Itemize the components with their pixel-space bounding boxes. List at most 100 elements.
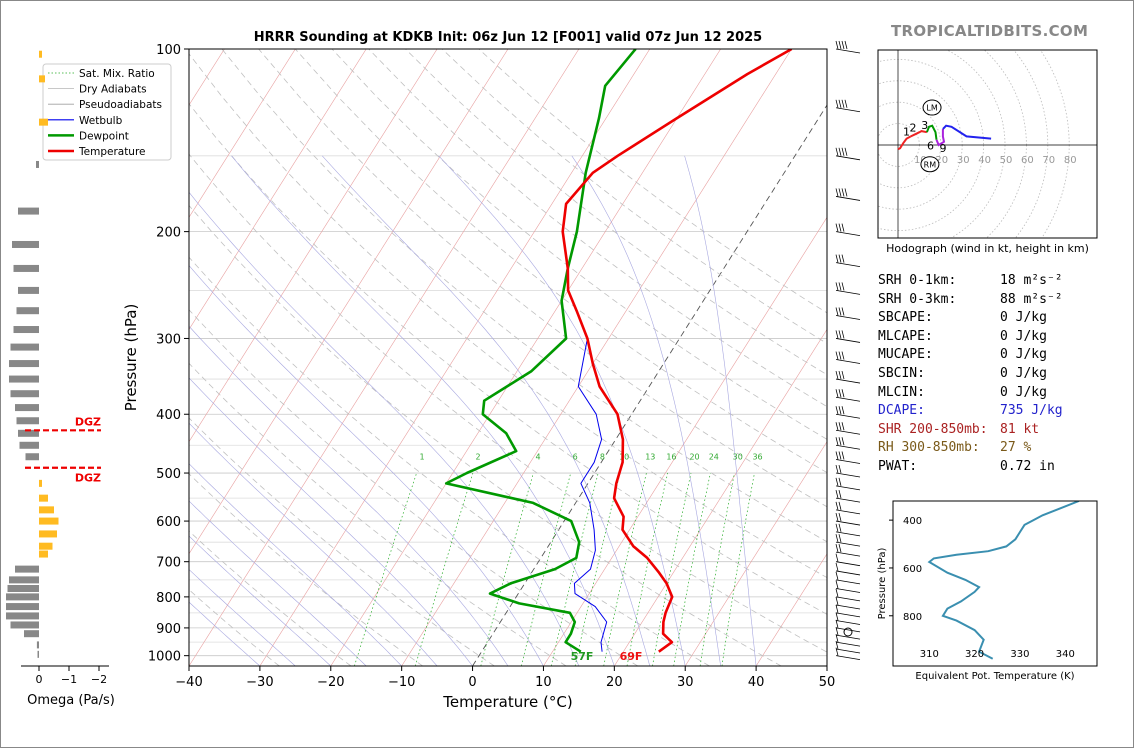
wind-barb-staff: [835, 413, 861, 419]
wind-barb-staff: [835, 196, 861, 201]
wind-barb-flag: [835, 512, 839, 522]
dry-adiabat: [441, 49, 827, 344]
mixing-ratio-label: 36: [752, 453, 762, 462]
wind-barb-staff: [835, 459, 861, 464]
wind-barb-staff: [835, 107, 861, 113]
mixing-ratio-label: 4: [536, 453, 541, 462]
index-row: PWAT: 0.72 in: [878, 459, 1055, 474]
mixing-ratio-label: 13: [645, 453, 655, 462]
x-tick-label: 10: [535, 675, 552, 690]
omega-bar: [13, 264, 39, 272]
wind-barb-flag: [838, 523, 842, 532]
dry-adiabat: [189, 473, 423, 666]
dgz-label: DGZ: [75, 472, 101, 485]
index-label: SRH 0-1km:: [878, 273, 957, 288]
wind-barb-flag: [835, 634, 839, 643]
mixing-ratio-label: 2: [475, 453, 480, 462]
dry-adiabat: [405, 49, 827, 376]
omega-axis-label: Omega (Pa/s): [27, 693, 115, 708]
wind-barb-flag: [841, 330, 845, 339]
wind-barb-staff: [835, 604, 861, 610]
dry-adiabat: [478, 49, 827, 314]
isotherm-line: [614, 328, 827, 666]
hodo-frame: [877, 49, 1098, 239]
hodo-trace: [942, 124, 992, 140]
isotherm-line: [472, 104, 827, 666]
omega-bar: [16, 417, 39, 425]
omega-tick-label: 0: [36, 673, 43, 686]
pseudoadiabat: [684, 155, 757, 666]
wind-barb-flag: [838, 534, 842, 543]
wind-barb-flag: [838, 389, 842, 398]
surface-dewpoint-label: 57F: [571, 650, 594, 663]
wind-barb-flag: [841, 223, 845, 232]
pseudoadiabat: [321, 155, 651, 666]
wind-barb-staff: [835, 378, 861, 384]
wind-barb-flag: [841, 99, 845, 108]
omega-bar: [39, 118, 48, 126]
wind-barb-flag: [835, 523, 839, 532]
index-label: SRH 0-3km:: [878, 291, 957, 307]
temperature-line: [561, 49, 793, 653]
theta-e-panel: 400 600 800 310 320 330 340 Equivalent Pot. Tem…: [877, 500, 1098, 682]
index-label: SBCAPE:: [878, 310, 933, 326]
hodo-ring-label: 60: [1021, 155, 1034, 166]
omega-tick-label: −1: [61, 673, 77, 686]
index-label: SBCIN:: [878, 366, 925, 381]
isotherm-line: [401, 49, 792, 666]
dry-adiabat: [189, 204, 782, 666]
y-tick-label: 800: [156, 591, 181, 606]
storm-motion-marker: [920, 156, 940, 173]
hodo-ring-label: 40: [978, 155, 991, 166]
x-axis-label: Temperature (°C): [442, 693, 572, 711]
wind-barb-staff: [835, 551, 861, 557]
pseudoadiabat: [189, 265, 544, 666]
omega-bar: [39, 517, 59, 525]
x-tick-label: −30: [246, 675, 273, 690]
wind-barb-flag: [835, 307, 839, 316]
pseudoadiabat: [189, 422, 438, 666]
omega-panel: 0 −1 −2 Omega (Pa/s) DGZ DGZ: [6, 50, 115, 708]
wind-barb-flag: [838, 99, 842, 108]
hodo-ring-label: 50: [1000, 155, 1013, 166]
omega-bar: [13, 326, 39, 334]
wind-barb-staff: [835, 485, 861, 491]
wind-barb-flag: [838, 451, 842, 460]
index-row: SRH 0-3km: 88 m²s⁻²: [878, 291, 1063, 307]
omega-bar: [9, 576, 39, 584]
storm-motion-label: LM: [926, 104, 937, 113]
surface-temp-label: 69F: [620, 650, 643, 663]
omega-bar: [37, 650, 39, 658]
wind-barb-flag: [835, 501, 839, 510]
x-tick-label: 30: [677, 675, 694, 690]
wind-barb-flag: [844, 147, 848, 156]
isotherm-line: [330, 49, 721, 666]
y-tick-label: 200: [156, 226, 181, 241]
mixing-ratio-line: [603, 472, 647, 666]
wind-barb-flag: [835, 477, 839, 486]
index-value: 81 kt: [1000, 421, 1040, 437]
index-value: 27 %: [1000, 440, 1032, 456]
x-tick-label: −40: [175, 675, 202, 690]
omega-bar: [39, 75, 45, 83]
wind-barb-flag: [835, 464, 839, 474]
wind-barb-staff: [835, 655, 861, 661]
omega-bar: [9, 375, 39, 383]
omega-bar: [6, 612, 39, 620]
omega-bar: [16, 307, 39, 315]
wind-barb-flag: [835, 254, 839, 263]
pseudoadiabat: [571, 155, 721, 666]
wind-barb-flag: [835, 571, 839, 580]
theta-e-xtick-label: 340: [1056, 649, 1075, 660]
dry-adiabat: [189, 103, 827, 615]
dewpoint-line: [444, 49, 637, 653]
calm-wind-circle: [843, 627, 853, 637]
theta-e-xtick-label: 330: [1010, 649, 1029, 660]
legend-label: Wetbulb: [79, 115, 123, 127]
theta-e-ylabel: Pressure (hPa): [877, 548, 888, 620]
wind-barb-flag: [838, 406, 842, 415]
index-row: SRH 0-1km: 18 m²s⁻²: [878, 273, 1063, 288]
pseudoadiabat: [231, 155, 615, 666]
theta-e-ytick-label: 600: [903, 564, 922, 575]
